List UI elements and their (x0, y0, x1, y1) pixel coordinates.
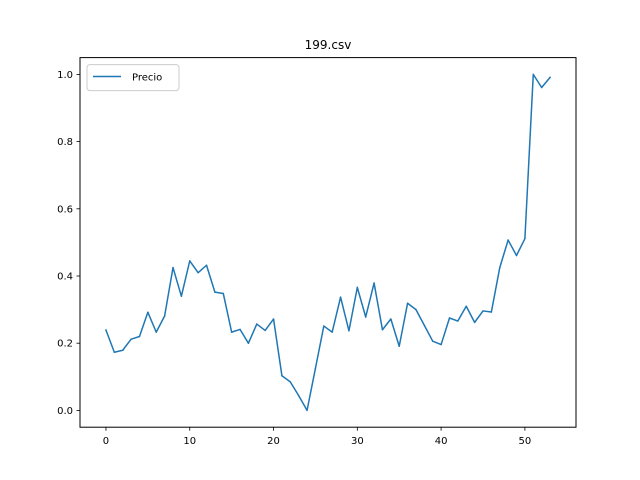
data-point (515, 254, 518, 257)
data-point (147, 311, 149, 314)
data-point (172, 266, 174, 269)
data-point (440, 343, 442, 346)
series-line-precio (105, 73, 552, 412)
data-point (130, 338, 132, 340)
data-point (214, 291, 216, 293)
data-point (482, 310, 484, 312)
data-point (356, 286, 359, 289)
data-point (272, 318, 275, 320)
data-point (264, 329, 266, 332)
data-point (448, 317, 451, 319)
data-point (499, 266, 501, 269)
data-point (507, 239, 509, 241)
data-point (197, 271, 199, 274)
data-point (457, 320, 459, 322)
legend-label-precio: Precio (132, 73, 162, 84)
y-tick-label: 0.0 (57, 406, 73, 417)
data-point (331, 331, 333, 333)
data-point (473, 321, 476, 324)
data-point (490, 311, 493, 313)
data-point (431, 340, 434, 342)
data-point (314, 367, 317, 370)
y-tick-label: 1.0 (57, 70, 73, 81)
y-tick-label: 0.8 (57, 137, 73, 148)
data-point (230, 331, 233, 333)
x-tick-label: 30 (351, 436, 364, 447)
data-point (364, 316, 367, 318)
legend: Precio (86, 64, 180, 92)
data-point (348, 330, 350, 332)
data-point (297, 394, 300, 397)
x-tick-label: 10 (183, 436, 196, 447)
data-point (247, 342, 250, 344)
data-point (549, 76, 551, 79)
data-point (390, 318, 392, 320)
data-point (281, 375, 283, 377)
data-point (205, 264, 208, 266)
data-point (524, 237, 526, 240)
data-point (239, 328, 241, 331)
data-point (323, 325, 325, 327)
data-point (339, 296, 342, 298)
x-tick-label: 40 (435, 436, 448, 447)
data-point (423, 324, 426, 327)
chart-title: 199.csv (305, 38, 352, 52)
x-tick-label: 0 (103, 436, 109, 447)
data-point (465, 305, 467, 307)
data-point (406, 302, 409, 304)
x-tick-label: 20 (267, 436, 280, 447)
data-point (113, 351, 116, 354)
y-tick-label: 0.2 (57, 339, 73, 350)
data-point (540, 86, 543, 89)
data-point (381, 329, 384, 331)
plot-frame (79, 57, 577, 428)
data-point (163, 315, 166, 317)
y-tick-label: 0.4 (57, 272, 73, 283)
data-point (398, 345, 400, 347)
data-point (256, 323, 258, 325)
data-point (289, 381, 292, 383)
data-point (155, 331, 157, 333)
data-point (105, 329, 107, 331)
data-point (415, 308, 417, 311)
data-point (306, 409, 308, 412)
data-point (373, 282, 375, 284)
data-point (121, 349, 124, 352)
axes: 0 10 20 30 40 50 0.0 0.2 0.4 0.6 0.8 1.0 (57, 70, 531, 447)
data-point (138, 335, 141, 338)
legend-box (86, 64, 180, 92)
y-tick-label: 0.6 (57, 204, 73, 215)
plot-area (105, 73, 552, 412)
x-tick-label: 50 (519, 436, 532, 447)
data-point (180, 295, 183, 297)
data-point (189, 260, 191, 262)
data-point (222, 292, 225, 295)
data-point (532, 73, 535, 76)
